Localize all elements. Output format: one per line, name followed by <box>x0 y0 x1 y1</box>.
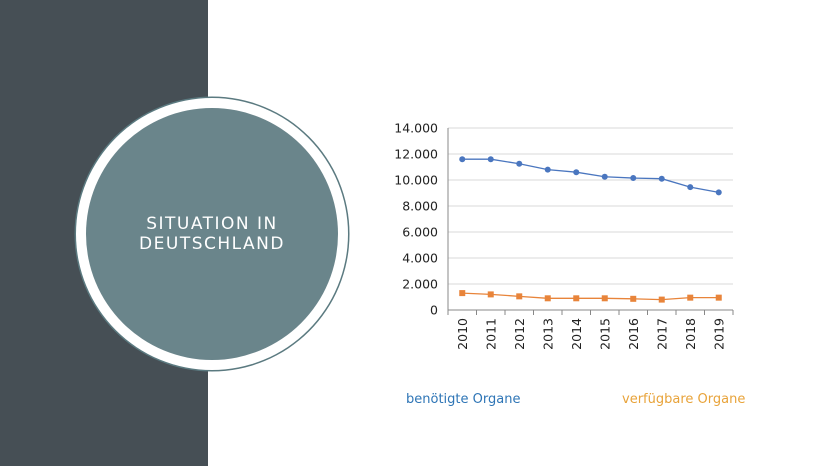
y-tick-label: 14.000 <box>394 121 438 136</box>
data-point <box>487 291 494 298</box>
data-point <box>544 295 551 302</box>
data-point <box>544 166 551 173</box>
data-point <box>630 175 637 182</box>
x-tick-label: 2015 <box>597 318 612 350</box>
x-tick-label: 2010 <box>455 318 470 350</box>
y-tick-label: 4.000 <box>402 251 438 266</box>
data-point <box>658 175 665 182</box>
y-tick-label: 6.000 <box>402 225 438 240</box>
y-tick-label: 0 <box>430 303 438 318</box>
x-tick-label: 2013 <box>540 318 555 350</box>
data-point <box>459 156 466 163</box>
x-tick-label: 2017 <box>654 318 669 350</box>
data-point <box>573 169 580 176</box>
data-point <box>687 184 694 191</box>
data-point <box>601 173 608 180</box>
data-point <box>516 160 523 167</box>
x-tick-label: 2016 <box>626 318 641 350</box>
x-tick-label: 2019 <box>711 318 726 350</box>
slide-title-line-2: DEUTSCHLAND <box>139 234 285 254</box>
data-point <box>687 294 694 301</box>
x-tick-label: 2018 <box>683 318 698 350</box>
data-point <box>715 294 722 301</box>
slide-title-line-1: SITUATION IN <box>146 214 278 234</box>
legend-series-1: benötigte Organe <box>406 392 521 407</box>
y-tick-label: 12.000 <box>394 147 438 162</box>
y-tick-label: 8.000 <box>402 199 438 214</box>
series-line-1 <box>462 158 719 193</box>
y-tick-label: 10.000 <box>394 173 438 188</box>
data-point <box>459 290 466 297</box>
data-point <box>715 189 722 196</box>
series-line-2 <box>462 292 719 301</box>
data-point <box>516 293 523 300</box>
x-tick-label: 2011 <box>483 318 498 350</box>
x-tick-label: 2012 <box>512 318 527 350</box>
data-point <box>601 295 608 302</box>
y-tick-label: 2.000 <box>402 277 438 292</box>
data-point <box>630 295 637 302</box>
title-circle: SITUATION IN DEUTSCHLAND <box>86 108 338 360</box>
legend-series-2: verfügbare Organe <box>622 392 746 407</box>
data-point <box>658 296 665 303</box>
data-point <box>573 295 580 302</box>
x-tick-label: 2014 <box>569 318 584 350</box>
data-point <box>487 156 494 163</box>
